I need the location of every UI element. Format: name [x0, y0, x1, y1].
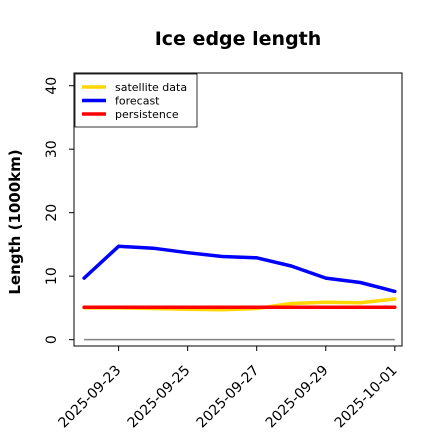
- legend-label: persistence: [115, 108, 179, 121]
- y-tick-label: 30: [44, 140, 60, 158]
- plot-frame: [73, 72, 403, 347]
- x-tick-label: 2025-09-23: [56, 363, 125, 432]
- legend-label: forecast: [115, 95, 160, 108]
- x-tick-label: 2025-09-29: [263, 363, 332, 432]
- series-line-forecast: [82, 244, 397, 294]
- y-tick-label: 10: [44, 267, 60, 285]
- x-tick-label: 2025-10-01: [332, 363, 401, 432]
- y-tick-label: 20: [44, 204, 60, 222]
- x-tick-label: 2025-09-25: [125, 363, 194, 432]
- legend-label: satellite data: [115, 81, 187, 94]
- y-tick-label: 40: [44, 77, 60, 95]
- y-axis-label: Length (1000km): [6, 149, 24, 294]
- x-tick-label: 2025-09-27: [194, 363, 263, 432]
- chart-title: Ice edge length: [155, 28, 322, 50]
- y-tick-label: 0: [44, 335, 60, 344]
